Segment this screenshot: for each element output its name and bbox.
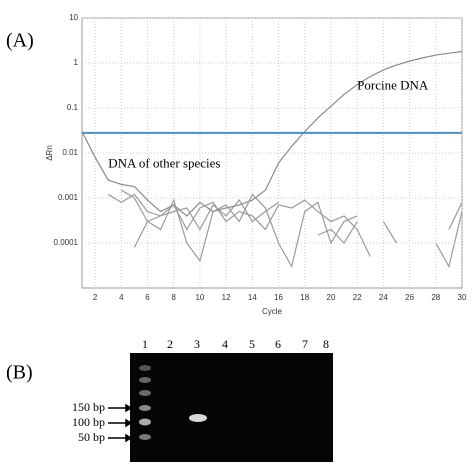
pcr-band <box>189 414 207 422</box>
y-tick-label: 1 <box>74 58 79 67</box>
panel-label: (B) <box>6 362 33 384</box>
y-tick-label: 0.1 <box>67 103 79 112</box>
data-line <box>133 193 463 269</box>
lane-label: 2 <box>167 337 173 351</box>
marker-arrows <box>108 403 133 443</box>
marker-label: 150 bp <box>72 400 105 414</box>
y-axis-label: ΔRn <box>45 145 54 161</box>
x-tick-label: 26 <box>405 293 414 302</box>
y-tick-label: 0.01 <box>62 148 78 157</box>
y-tick-label: 10 <box>69 13 78 22</box>
lane-label: 4 <box>222 337 228 351</box>
data-line <box>120 189 463 257</box>
lane-label: 5 <box>249 337 255 351</box>
marker-label: 50 bp <box>78 430 105 444</box>
x-tick-label: 4 <box>119 293 124 302</box>
gel-image <box>130 353 333 462</box>
annotation: Porcine DNA <box>357 78 429 93</box>
x-tick-label: 18 <box>300 293 309 302</box>
x-tick-label: 20 <box>327 293 336 302</box>
annotation: DNA of other species <box>108 156 220 171</box>
y-tick-label: 0.0001 <box>54 238 79 247</box>
x-tick-label: 30 <box>458 293 467 302</box>
x-tick-label: 28 <box>431 293 440 302</box>
lane-label: 1 <box>142 337 148 351</box>
lane-label: 7 <box>302 337 308 351</box>
x-tick-label: 8 <box>171 293 176 302</box>
data-line <box>107 193 358 244</box>
data-line <box>81 50 463 217</box>
x-tick-label: 16 <box>274 293 283 302</box>
x-tick-label: 12 <box>222 293 231 302</box>
x-tick-label: 24 <box>379 293 388 302</box>
x-tick-label: 10 <box>195 293 204 302</box>
ladder <box>139 365 151 440</box>
x-axis-label: Cycle <box>262 307 283 316</box>
x-tick-label: 2 <box>93 293 98 302</box>
lane-label: 3 <box>194 337 200 351</box>
x-tick-label: 6 <box>145 293 150 302</box>
lane-label: 6 <box>275 337 281 351</box>
lane-label: 8 <box>323 337 329 351</box>
x-tick-label: 22 <box>353 293 362 302</box>
x-tick-label: 14 <box>248 293 257 302</box>
panel-label: (A) <box>6 30 34 52</box>
marker-label: 100 bp <box>72 415 105 429</box>
y-tick-label: 0.001 <box>58 193 79 202</box>
